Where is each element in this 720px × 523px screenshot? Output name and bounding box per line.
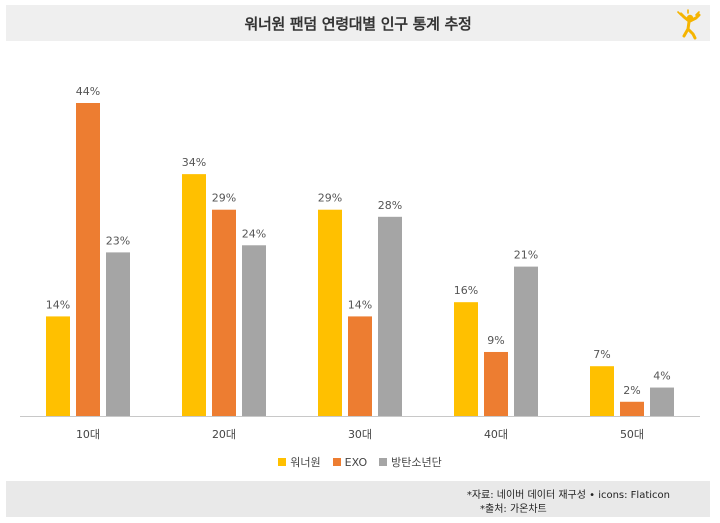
data-label-exo-50대: 2% [623,384,640,397]
bar-exo-30대 [348,316,372,416]
data-label-exo-40대: 9% [487,334,504,347]
legend-label-exo: EXO [344,455,368,469]
legend-item-exo: EXO [332,454,368,470]
bar-exo-40대 [484,351,508,416]
origin-note: *출처: 가온차트 [480,504,547,515]
bar-wannaone-40대 [454,302,478,416]
chart-title: 워너원 팬덤 연령대별 인구 통계 추정 [244,14,472,33]
data-label-exo-20대: 29% [212,192,236,205]
origin-note-wrap: *출처: 가온차트 [480,500,670,515]
data-label-wannaone-30대: 29% [318,192,342,205]
chart-legend: 워너원 EXO 방탄소년단 [0,454,720,470]
legend-label-wannaone: 워너원 [290,456,321,469]
data-label-bts-20대: 24% [242,227,266,240]
data-label-bts-10대: 23% [106,234,130,247]
data-label-bts-50대: 4% [653,370,670,383]
legend-label-bts: 방탄소년단 [391,456,442,469]
data-label-bts-30대: 28% [378,199,402,212]
bar-wannaone-30대 [318,209,342,416]
bar-bts-50대 [650,387,674,416]
bar-wannaone-50대 [590,366,614,416]
data-label-wannaone-20대: 34% [182,156,206,169]
bar-bts-30대 [378,216,402,416]
x-tick-label-10대: 10대 [76,428,100,441]
bar-bts-10대 [106,252,130,416]
title-bar: 워너원 팬덤 연령대별 인구 통계 추정 [6,5,710,41]
source-note: *자료: 네이버 데이터 재구성 • icons: Flaticon [466,490,670,501]
bar-exo-20대 [212,209,236,416]
bar-bts-40대 [514,266,538,416]
bar-bts-20대 [242,245,266,416]
legend-swatch-wannaone [278,458,287,466]
bar-exo-50대 [620,401,644,416]
x-tick-label-30대: 30대 [348,428,372,441]
bar-exo-10대 [76,103,100,416]
x-tick-label-20대: 20대 [212,428,236,441]
cheering-person-icon [677,9,701,40]
data-label-wannaone-40대: 16% [454,284,478,297]
data-label-exo-10대: 44% [76,85,100,98]
data-label-wannaone-50대: 7% [593,348,610,361]
data-label-wannaone-10대: 14% [46,298,70,311]
x-tick-label-40대: 40대 [484,428,508,441]
data-label-bts-40대: 21% [514,249,538,262]
data-label-exo-30대: 14% [348,298,372,311]
footer-bar: *자료: 네이버 데이터 재구성 • icons: Flaticon *출처: … [6,481,710,517]
legend-swatch-exo [332,458,341,466]
legend-item-bts: 방탄소년단 [379,454,442,470]
legend-item-wannaone: 워너원 [278,454,321,470]
bar-wannaone-20대 [182,174,206,416]
x-tick-label-50대: 50대 [620,428,644,441]
legend-swatch-bts [379,458,388,466]
bar-wannaone-10대 [46,316,70,416]
